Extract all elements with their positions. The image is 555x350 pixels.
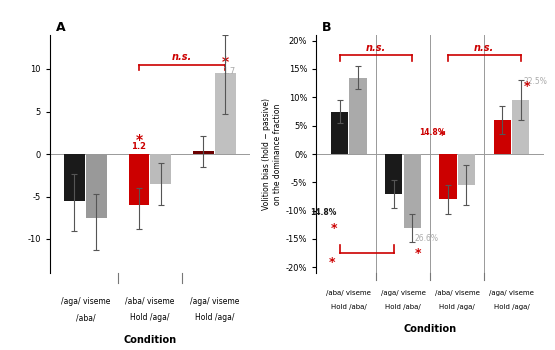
Text: 1.2: 1.2	[132, 142, 147, 152]
Text: n.s.: n.s.	[474, 43, 495, 52]
Text: n.s.: n.s.	[366, 43, 386, 52]
Bar	[440, 154, 457, 199]
Bar	[193, 152, 214, 154]
Bar	[215, 73, 235, 154]
Text: *: *	[330, 222, 337, 235]
Bar	[150, 154, 171, 184]
Y-axis label: Volition bias (hold − passive)
on the dominance fraction: Volition bias (hold − passive) on the do…	[263, 98, 281, 210]
Text: Hold /aba/: Hold /aba/	[331, 304, 367, 310]
Bar	[403, 154, 421, 228]
Text: /aga/ viseme: /aga/ viseme	[190, 297, 239, 306]
Text: *: *	[523, 80, 530, 93]
Text: /aba/ viseme: /aba/ viseme	[435, 290, 480, 296]
Text: Hold /aba/: Hold /aba/	[385, 304, 421, 310]
Bar	[86, 154, 107, 218]
Text: A: A	[57, 21, 66, 34]
Text: 14.8%: 14.8%	[419, 128, 445, 137]
Text: Condition: Condition	[123, 335, 176, 345]
Text: /aga/ viseme: /aga/ viseme	[60, 297, 110, 306]
Bar	[512, 100, 529, 154]
Text: Condition: Condition	[403, 324, 457, 334]
Text: *: *	[221, 55, 229, 69]
Text: 14.8%: 14.8%	[311, 208, 337, 217]
Bar	[493, 120, 511, 154]
Text: /aba/ viseme: /aba/ viseme	[326, 290, 371, 296]
Text: 1.7: 1.7	[222, 67, 235, 76]
Text: B: B	[322, 21, 331, 34]
Text: Hold /aga/: Hold /aga/	[440, 304, 475, 310]
Text: *: *	[135, 133, 143, 147]
Bar	[458, 154, 475, 185]
Bar	[350, 77, 367, 154]
Text: 26.6%: 26.6%	[415, 234, 439, 244]
Text: 22.5%: 22.5%	[523, 77, 547, 86]
Text: /aba/: /aba/	[75, 314, 95, 322]
Bar	[129, 154, 149, 205]
Text: Hold /aga/: Hold /aga/	[130, 314, 170, 322]
Text: /aba/ viseme: /aba/ viseme	[125, 297, 174, 306]
Text: Hold /aga/: Hold /aga/	[493, 304, 529, 310]
Text: *: *	[329, 256, 335, 269]
Text: *: *	[439, 128, 445, 141]
Bar	[331, 112, 349, 154]
Text: *: *	[415, 247, 421, 260]
Bar	[64, 154, 85, 201]
Text: Hold /aga/: Hold /aga/	[195, 314, 234, 322]
Text: /aga/ viseme: /aga/ viseme	[489, 290, 534, 296]
Text: n.s.: n.s.	[172, 52, 192, 62]
Text: /aga/ viseme: /aga/ viseme	[381, 290, 426, 296]
Bar	[385, 154, 402, 194]
